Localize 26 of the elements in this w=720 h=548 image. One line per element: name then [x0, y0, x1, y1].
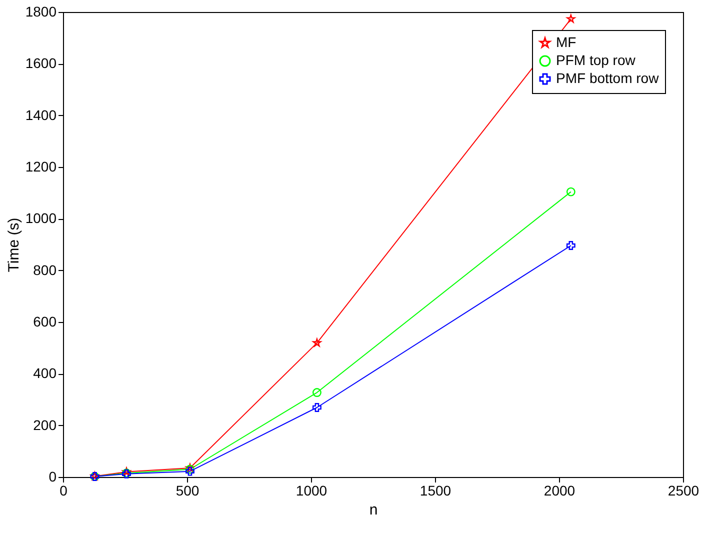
- point: [566, 187, 576, 196]
- y-tick-label: 200: [33, 416, 57, 433]
- y-tick-label: 800: [33, 262, 57, 278]
- x-tick-label: 2500: [668, 482, 700, 498]
- point: [566, 241, 576, 250]
- legend-label: MF: [556, 34, 576, 50]
- x-tick-label: 1000: [296, 482, 328, 498]
- y-tick-label: 600: [33, 314, 57, 330]
- legend-label: PFM top row: [556, 52, 636, 68]
- x-tick-label: 0: [60, 482, 68, 498]
- y-tick-label: 1200: [25, 158, 57, 174]
- y-tick-label: 1600: [25, 55, 57, 72]
- y-tick-label: 1000: [25, 210, 57, 226]
- x-tick-label: 2000: [544, 482, 576, 498]
- x-tick-label: 1500: [420, 482, 452, 498]
- y-tick-label: 0: [48, 468, 57, 484]
- point: [312, 403, 322, 412]
- y-tick-label: 1800: [25, 4, 57, 20]
- point: [312, 338, 322, 347]
- legend-label: PMF bottom row: [556, 70, 660, 86]
- point: [312, 388, 322, 397]
- y-tick-label: 400: [33, 365, 57, 382]
- x-axis-title: n: [369, 502, 378, 518]
- x-tick-label: 500: [176, 482, 200, 498]
- y-tick-label: 1400: [25, 106, 57, 123]
- y-axis-title: Time (s): [5, 218, 22, 272]
